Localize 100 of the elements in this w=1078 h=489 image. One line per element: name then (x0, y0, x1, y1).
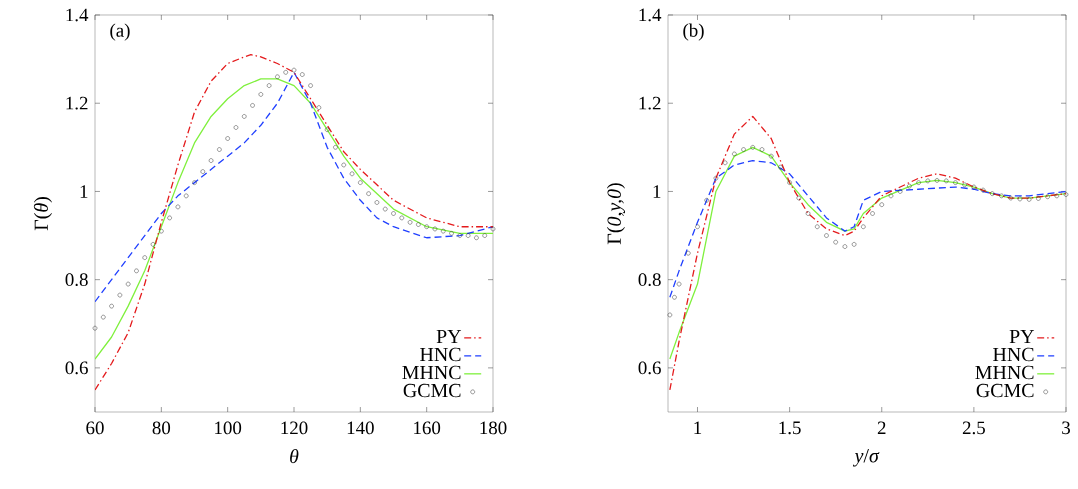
point (465, 233, 471, 238)
point (999, 193, 1004, 199)
point (101, 314, 106, 320)
y-tick-label: 0.6 (638, 361, 661, 375)
point (275, 74, 280, 79)
point (474, 235, 479, 240)
point (217, 147, 222, 152)
point (142, 255, 147, 260)
point (1026, 197, 1032, 202)
point (778, 164, 783, 170)
legend-label: GCMC (976, 383, 1034, 398)
x-tick-label: 160 (414, 421, 441, 435)
point (870, 211, 875, 216)
x-tick-label: 1.5 (779, 421, 801, 435)
point (695, 224, 700, 229)
y-tick-label: 1.2 (639, 96, 661, 110)
point (374, 200, 380, 205)
point (934, 178, 940, 183)
point (1036, 196, 1041, 201)
point (407, 220, 413, 225)
point (175, 204, 181, 210)
point (208, 158, 214, 163)
point (842, 244, 848, 249)
y-tick-label: 1 (80, 185, 88, 198)
point (944, 178, 949, 184)
y-tick-label: 0.6 (65, 361, 88, 375)
point (833, 239, 838, 245)
point (258, 92, 264, 97)
annotation: (a) (110, 23, 130, 41)
x-tick-label: 80 (152, 421, 171, 435)
point (741, 147, 746, 152)
point (759, 147, 765, 152)
point (441, 228, 446, 234)
point (416, 222, 421, 227)
x-tick-label: 100 (215, 421, 242, 435)
point (424, 224, 429, 229)
x-axis-title: y/σ (852, 449, 880, 467)
point (897, 189, 903, 194)
point (266, 83, 272, 88)
legend-label: MHNC (975, 365, 1034, 380)
point (366, 191, 371, 196)
point (722, 160, 728, 166)
point (399, 215, 405, 221)
point (990, 191, 995, 196)
point (907, 183, 912, 189)
point (768, 153, 774, 159)
point (316, 105, 322, 110)
point (225, 136, 230, 141)
x-tick-label: 1 (694, 421, 702, 434)
point (1045, 194, 1050, 199)
point (109, 303, 114, 309)
point (391, 211, 396, 216)
legend-label: HNC (420, 347, 461, 362)
point (333, 145, 338, 150)
point (861, 224, 866, 229)
point (686, 250, 691, 256)
point (291, 67, 297, 73)
point (704, 198, 709, 203)
point (192, 180, 197, 185)
point (283, 70, 288, 75)
point (324, 127, 330, 132)
x-tick-label: 180 (480, 421, 507, 435)
point (150, 242, 156, 247)
point (432, 226, 438, 232)
point (382, 206, 388, 212)
point (953, 180, 958, 185)
point (341, 162, 346, 168)
annotation: (b) (683, 23, 704, 41)
point (1063, 192, 1069, 197)
point (250, 103, 255, 108)
point (732, 151, 737, 157)
x-tick-label: 140 (347, 421, 374, 435)
point (449, 231, 454, 236)
point (349, 171, 355, 177)
x-tick-label: 2.5 (962, 421, 985, 435)
point (667, 312, 673, 318)
point (457, 233, 463, 238)
point (980, 187, 986, 193)
point (805, 211, 811, 216)
point (750, 145, 756, 150)
point (879, 202, 884, 207)
y-tick-label: 0.8 (638, 273, 661, 287)
point (358, 180, 363, 185)
x-axis-title: θ (290, 449, 299, 464)
point (676, 281, 682, 287)
legend-label: GCMC (403, 383, 461, 398)
line-series (95, 78, 493, 360)
point (1054, 193, 1060, 199)
point (159, 228, 164, 234)
point (824, 233, 829, 238)
x-tick-label: 60 (86, 421, 104, 435)
point (482, 233, 487, 238)
y-tick-label: 1.4 (66, 8, 89, 22)
x-tick-label: 2 (877, 421, 886, 435)
point (490, 226, 496, 232)
point (134, 268, 139, 274)
point (815, 224, 820, 229)
x-tick-label: 120 (281, 421, 308, 435)
point (851, 242, 857, 247)
point (925, 178, 931, 184)
